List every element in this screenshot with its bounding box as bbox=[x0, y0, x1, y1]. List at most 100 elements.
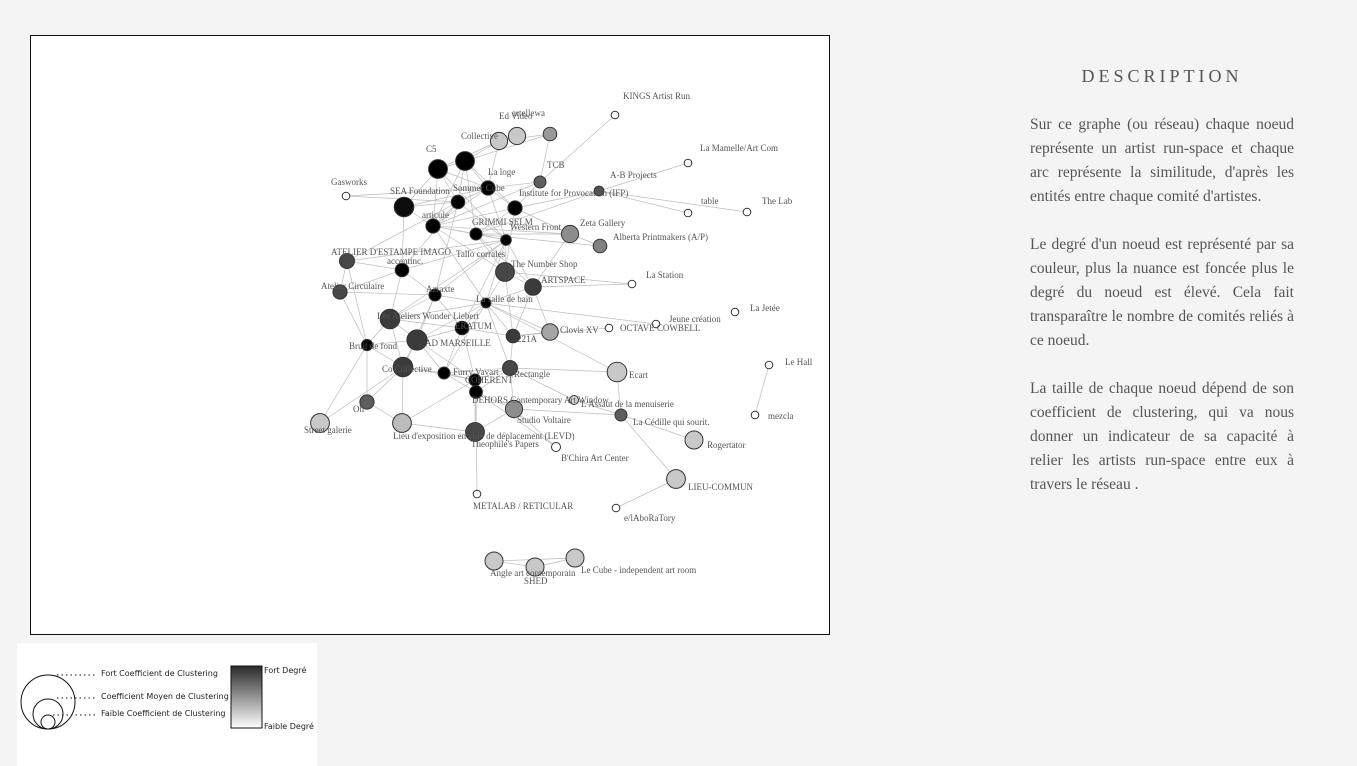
edge-lieucommun-laborat bbox=[616, 479, 676, 508]
edge-kings-tcb bbox=[540, 115, 615, 182]
node-tcb[interactable] bbox=[534, 176, 546, 188]
node-label-coherent: COHERENT bbox=[465, 375, 513, 385]
node-label-edvideo: Ed Video bbox=[499, 111, 533, 121]
node-lastation[interactable] bbox=[628, 280, 636, 288]
edge-sommer-corrales bbox=[488, 188, 506, 240]
node-bchira[interactable] bbox=[552, 443, 561, 452]
description-paragraph-clustering: La taille de chaque noeud dépend de son … bbox=[1030, 377, 1294, 497]
node-edvideo[interactable] bbox=[508, 127, 525, 144]
node-label-lehall: Le Hall bbox=[785, 357, 813, 367]
node-label-salledebain: La salle de bain bbox=[476, 294, 533, 304]
node-label-articule: articule bbox=[422, 210, 449, 220]
node-label-lamamelle: La Mamelle/Art Com bbox=[700, 143, 778, 153]
node-kings[interactable] bbox=[611, 111, 619, 119]
node-label-lieucommun: LIEU-COMMUN bbox=[688, 482, 753, 492]
node-label-numbershop: The Number Shop bbox=[511, 259, 578, 269]
node-alberta[interactable] bbox=[593, 239, 607, 253]
node-table[interactable] bbox=[684, 209, 692, 217]
node-label-c5: C5 bbox=[426, 144, 437, 154]
legend-circle-large bbox=[21, 675, 75, 729]
node-label-ecart: Ecart bbox=[629, 370, 648, 380]
node-label-zeta: Zeta Gallery bbox=[580, 218, 626, 228]
description-title: DESCRIPTION bbox=[1030, 66, 1294, 87]
node-western[interactable] bbox=[470, 228, 482, 240]
node-lieucommun[interactable] bbox=[667, 470, 686, 489]
node-label-lajetee: La Jetée bbox=[750, 303, 780, 313]
edge-ateliercirc-bruitdefond bbox=[340, 292, 367, 345]
legend-degree-gradient bbox=[231, 666, 262, 728]
node-lajetee[interactable] bbox=[731, 308, 739, 316]
node-octave[interactable] bbox=[605, 324, 613, 332]
legend-circle-small bbox=[41, 715, 55, 729]
node-lacedille[interactable] bbox=[615, 409, 627, 421]
node-metalab[interactable] bbox=[473, 490, 481, 498]
edge-coherent-levd bbox=[402, 380, 475, 423]
node-artspace[interactable] bbox=[525, 279, 542, 296]
node-mezcla[interactable] bbox=[751, 411, 759, 419]
node-label-voltaire: Studio Voltaire bbox=[517, 415, 571, 425]
node-c5[interactable] bbox=[429, 160, 448, 179]
node-grimmi[interactable] bbox=[426, 219, 440, 233]
legend-label-faible-degre: Faible Degré bbox=[264, 721, 314, 731]
edge-ateliercirc-azraxte bbox=[340, 292, 435, 295]
node-label-corrales: Tallo corrales bbox=[456, 249, 506, 259]
node-label-table: table bbox=[701, 196, 719, 206]
node-seafound[interactable] bbox=[394, 197, 414, 217]
node-furry[interactable] bbox=[438, 367, 450, 379]
node-label-theophile: Theophile's Papers bbox=[471, 439, 539, 449]
labels-layer: KINGS Artist RunartellewaEd VideoCollect… bbox=[304, 91, 813, 586]
node-clovis[interactable] bbox=[542, 324, 559, 341]
node-levd[interactable] bbox=[393, 414, 412, 433]
node-label-laborat: e/lAboRaTory bbox=[624, 513, 676, 523]
node-label-western: Western Front bbox=[510, 222, 562, 232]
node-ecart[interactable] bbox=[607, 362, 627, 382]
node-thelab[interactable] bbox=[743, 208, 751, 216]
node-label-azraxte: Azraxte bbox=[426, 284, 454, 294]
node-label-alberta: Alberta Printmakers (A/P) bbox=[613, 232, 708, 242]
legend-label-moyen-clustering: Coefficient Moyen de Clustering bbox=[101, 692, 229, 701]
node-label-laloge: La loge bbox=[488, 167, 515, 177]
legend-graphic: Fort Coefficient de Clustering Coefficie… bbox=[17, 643, 317, 766]
node-label-ifp: Institute for Provocation (IFP) bbox=[519, 188, 628, 198]
node-artellewa[interactable] bbox=[543, 127, 557, 141]
node-zeta[interactable] bbox=[561, 225, 578, 242]
node-label-coco: Co Collective bbox=[382, 364, 432, 374]
node-articule[interactable] bbox=[451, 195, 465, 209]
node-laloge[interactable] bbox=[456, 152, 475, 171]
node-label-thelab: The Lab bbox=[762, 196, 793, 206]
edge-western-alberta bbox=[476, 234, 600, 246]
node-corrales[interactable] bbox=[501, 235, 512, 246]
node-lamamelle[interactable] bbox=[684, 159, 692, 167]
node-label-streetgal: Street galerie bbox=[304, 425, 352, 435]
node-label-ateliercirc: Atelier Circulaire bbox=[321, 281, 384, 291]
node-label-abprojects: A-B Projects bbox=[610, 170, 657, 180]
node-label-oh: Oh bbox=[353, 404, 364, 414]
node-rogertator[interactable] bbox=[685, 431, 703, 449]
node-label-seafound: SEA Foundation bbox=[390, 186, 450, 196]
node-label-tcb: TCB bbox=[547, 160, 565, 170]
edge-lehall-mezcla bbox=[755, 365, 769, 415]
node-label-rectangle: Rectangle bbox=[514, 369, 550, 379]
edge-salledebain-jeune bbox=[486, 303, 656, 324]
description-paragraph-network: Sur ce graphe (ou réseau) chaque noeud r… bbox=[1030, 113, 1294, 209]
node-gasworks[interactable] bbox=[342, 192, 350, 200]
legend-label-fort-degre: Fort Degré bbox=[264, 665, 306, 675]
node-label-mezcla: mezcla bbox=[768, 411, 793, 421]
node-laborat[interactable] bbox=[612, 504, 620, 512]
node-label-clovis: Clovis XV bbox=[560, 325, 599, 335]
legend-label-faible-clustering: Faible Coefficient de Clustering bbox=[101, 709, 226, 718]
legend-circle-medium bbox=[33, 699, 63, 729]
network-graph-frame[interactable]: KINGS Artist Run artellewa Ed Video Collect… bbox=[30, 35, 830, 635]
node-label-lacedille: La Cédille qui sourit. bbox=[633, 417, 710, 427]
node-label-octave: OCTAVE COWBELL bbox=[620, 323, 700, 333]
node-label-artspace: ARTSPACE bbox=[541, 275, 586, 285]
node-ifp[interactable] bbox=[508, 201, 522, 215]
description-paragraph-degree: Le degré d'un noeud est représenté par s… bbox=[1030, 233, 1294, 353]
node-label-metalab: METALAB / RETICULAR bbox=[473, 501, 573, 511]
node-lehall[interactable] bbox=[765, 361, 773, 369]
node-label-accentinc: accentinc. bbox=[387, 256, 423, 266]
node-label-eratum: ERATUM bbox=[455, 321, 492, 331]
legend: Fort Coefficient de Clustering Coefficie… bbox=[17, 643, 317, 766]
node-label-gasworks: Gasworks bbox=[331, 177, 367, 187]
